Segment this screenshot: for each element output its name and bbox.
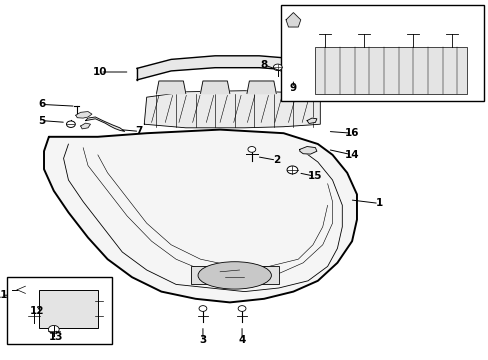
Circle shape — [48, 325, 59, 333]
Text: 14: 14 — [344, 150, 359, 160]
Bar — [190, 266, 278, 284]
Bar — [315, 47, 466, 94]
Bar — [7, 277, 112, 344]
Text: 10: 10 — [93, 67, 107, 77]
Polygon shape — [299, 147, 316, 154]
Circle shape — [66, 121, 75, 127]
Text: 15: 15 — [307, 171, 322, 181]
Text: 1: 1 — [375, 198, 382, 208]
Text: 16: 16 — [344, 128, 359, 138]
Text: 8: 8 — [260, 60, 267, 70]
Text: 7: 7 — [135, 126, 143, 136]
Text: 6: 6 — [38, 99, 45, 109]
Text: 3: 3 — [199, 335, 206, 345]
Polygon shape — [200, 81, 229, 94]
Circle shape — [273, 64, 282, 71]
Polygon shape — [44, 130, 356, 302]
Text: 13: 13 — [49, 332, 63, 342]
Circle shape — [238, 306, 245, 311]
Polygon shape — [144, 91, 320, 128]
Text: 12: 12 — [29, 306, 44, 316]
Polygon shape — [137, 56, 303, 80]
Bar — [281, 5, 483, 101]
Polygon shape — [76, 112, 92, 118]
Polygon shape — [156, 81, 185, 94]
Polygon shape — [285, 13, 300, 27]
Text: 2: 2 — [272, 155, 279, 165]
Polygon shape — [306, 118, 316, 123]
Circle shape — [247, 147, 255, 152]
Text: 5: 5 — [38, 116, 45, 126]
Text: 4: 4 — [238, 335, 245, 345]
Polygon shape — [85, 117, 124, 131]
Polygon shape — [246, 81, 276, 94]
Text: 9: 9 — [289, 83, 296, 93]
Ellipse shape — [198, 262, 271, 289]
Polygon shape — [81, 123, 90, 129]
Circle shape — [199, 306, 206, 311]
Circle shape — [286, 166, 297, 174]
Text: 11: 11 — [0, 290, 8, 300]
Bar — [39, 290, 98, 328]
